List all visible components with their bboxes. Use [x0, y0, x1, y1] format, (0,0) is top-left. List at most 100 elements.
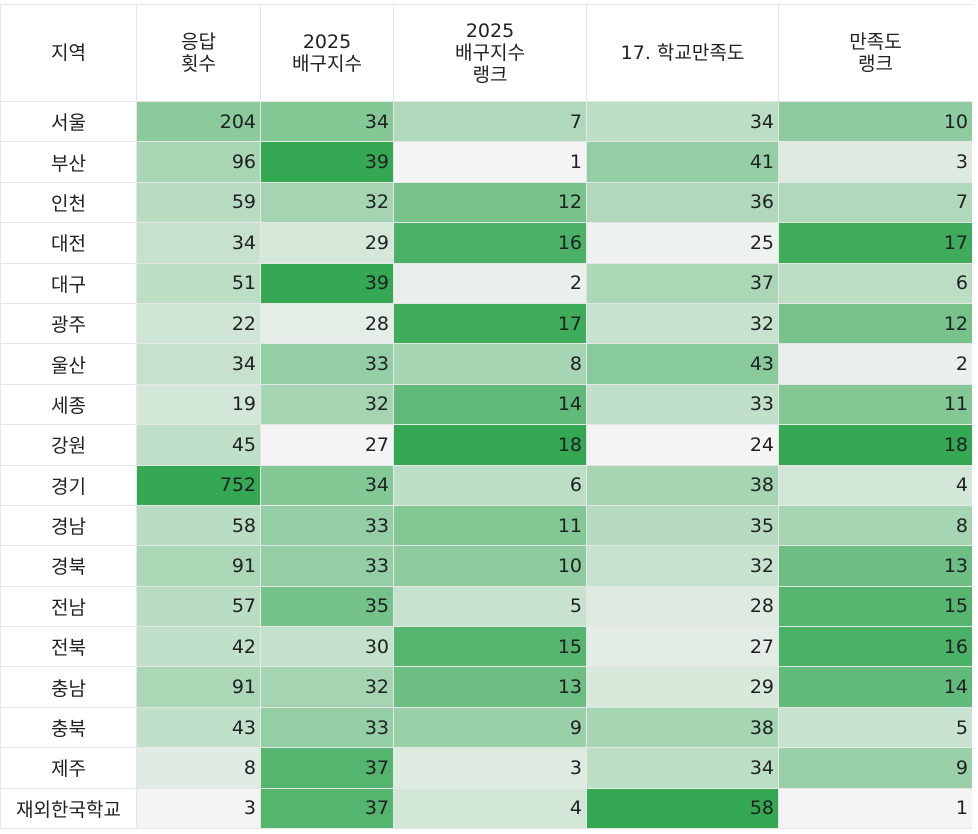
satisfaction-cell[interactable]: 36 [586, 181, 779, 224]
rank-2025-cell[interactable]: 3 [393, 747, 587, 789]
responses-cell[interactable]: 59 [136, 181, 261, 224]
index-2025-cell[interactable]: 37 [260, 787, 394, 830]
region-cell[interactable]: 충남 [0, 666, 137, 708]
responses-cell[interactable]: 3 [136, 787, 261, 830]
satisfaction-cell[interactable]: 33 [586, 383, 779, 426]
header-satisfaction[interactable]: 17. 학교만족도 [586, 4, 779, 102]
satisfaction-rank-cell[interactable]: 5 [778, 706, 973, 749]
satisfaction-rank-cell[interactable]: 12 [778, 302, 973, 345]
index-2025-cell[interactable]: 34 [260, 100, 394, 143]
index-2025-cell[interactable]: 33 [260, 504, 394, 547]
satisfaction-cell[interactable]: 32 [586, 545, 779, 587]
index-2025-cell[interactable]: 39 [260, 141, 394, 183]
rank-2025-cell[interactable]: 2 [393, 262, 587, 304]
region-cell[interactable]: 광주 [0, 302, 137, 345]
index-2025-cell[interactable]: 28 [260, 302, 394, 345]
satisfaction-rank-cell[interactable]: 16 [778, 626, 973, 668]
satisfaction-cell[interactable]: 24 [586, 424, 779, 466]
rank-2025-cell[interactable]: 15 [393, 626, 587, 668]
satisfaction-rank-cell[interactable]: 4 [778, 464, 973, 506]
responses-cell[interactable]: 58 [136, 504, 261, 547]
responses-cell[interactable]: 22 [136, 302, 261, 345]
region-cell[interactable]: 인천 [0, 181, 137, 224]
responses-cell[interactable]: 8 [136, 747, 261, 789]
region-cell[interactable]: 재외한국학교 [0, 787, 137, 830]
region-cell[interactable]: 강원 [0, 424, 137, 466]
satisfaction-cell[interactable]: 35 [586, 504, 779, 547]
responses-cell[interactable]: 43 [136, 706, 261, 749]
rank-2025-cell[interactable]: 8 [393, 343, 587, 385]
satisfaction-cell[interactable]: 28 [586, 585, 779, 628]
rank-2025-cell[interactable]: 18 [393, 424, 587, 466]
index-2025-cell[interactable]: 33 [260, 545, 394, 587]
region-cell[interactable]: 세종 [0, 383, 137, 426]
satisfaction-cell[interactable]: 38 [586, 464, 779, 506]
responses-cell[interactable]: 204 [136, 100, 261, 143]
satisfaction-rank-cell[interactable]: 2 [778, 343, 973, 385]
index-2025-cell[interactable]: 32 [260, 666, 394, 708]
index-2025-cell[interactable]: 33 [260, 343, 394, 385]
responses-cell[interactable]: 91 [136, 545, 261, 587]
satisfaction-rank-cell[interactable]: 10 [778, 100, 973, 143]
satisfaction-rank-cell[interactable]: 1 [778, 787, 973, 830]
satisfaction-cell[interactable]: 34 [586, 100, 779, 143]
index-2025-cell[interactable]: 33 [260, 706, 394, 749]
index-2025-cell[interactable]: 30 [260, 626, 394, 668]
header-responses[interactable]: 응답 횟수 [136, 4, 261, 102]
responses-cell[interactable]: 45 [136, 424, 261, 466]
responses-cell[interactable]: 57 [136, 585, 261, 628]
rank-2025-cell[interactable]: 12 [393, 181, 587, 224]
satisfaction-cell[interactable]: 41 [586, 141, 779, 183]
index-2025-cell[interactable]: 29 [260, 222, 394, 264]
responses-cell[interactable]: 752 [136, 464, 261, 506]
rank-2025-cell[interactable]: 13 [393, 666, 587, 708]
satisfaction-rank-cell[interactable]: 7 [778, 181, 973, 224]
region-cell[interactable]: 제주 [0, 747, 137, 789]
satisfaction-cell[interactable]: 34 [586, 747, 779, 789]
rank-2025-cell[interactable]: 6 [393, 464, 587, 506]
satisfaction-cell[interactable]: 29 [586, 666, 779, 708]
region-cell[interactable]: 울산 [0, 343, 137, 385]
responses-cell[interactable]: 34 [136, 222, 261, 264]
index-2025-cell[interactable]: 32 [260, 181, 394, 224]
header-rank-2025[interactable]: 2025 배구지수 랭크 [393, 4, 587, 102]
satisfaction-cell[interactable]: 32 [586, 302, 779, 345]
satisfaction-rank-cell[interactable]: 18 [778, 424, 973, 466]
satisfaction-rank-cell[interactable]: 13 [778, 545, 973, 587]
header-region[interactable]: 지역 [0, 4, 137, 102]
rank-2025-cell[interactable]: 4 [393, 787, 587, 830]
region-cell[interactable]: 부산 [0, 141, 137, 183]
responses-cell[interactable]: 96 [136, 141, 261, 183]
header-index-2025[interactable]: 2025 배구지수 [260, 4, 394, 102]
rank-2025-cell[interactable]: 5 [393, 585, 587, 628]
region-cell[interactable]: 충북 [0, 706, 137, 749]
satisfaction-rank-cell[interactable]: 17 [778, 222, 973, 264]
satisfaction-rank-cell[interactable]: 6 [778, 262, 973, 304]
region-cell[interactable]: 대구 [0, 262, 137, 304]
index-2025-cell[interactable]: 27 [260, 424, 394, 466]
satisfaction-rank-cell[interactable]: 11 [778, 383, 973, 426]
responses-cell[interactable]: 42 [136, 626, 261, 668]
satisfaction-cell[interactable]: 38 [586, 706, 779, 749]
responses-cell[interactable]: 51 [136, 262, 261, 304]
index-2025-cell[interactable]: 35 [260, 585, 394, 628]
satisfaction-rank-cell[interactable]: 8 [778, 504, 973, 547]
satisfaction-rank-cell[interactable]: 15 [778, 585, 973, 628]
region-cell[interactable]: 서울 [0, 100, 137, 143]
region-cell[interactable]: 대전 [0, 222, 137, 264]
rank-2025-cell[interactable]: 11 [393, 504, 587, 547]
satisfaction-rank-cell[interactable]: 9 [778, 747, 973, 789]
rank-2025-cell[interactable]: 1 [393, 141, 587, 183]
region-cell[interactable]: 전남 [0, 585, 137, 628]
responses-cell[interactable]: 91 [136, 666, 261, 708]
rank-2025-cell[interactable]: 9 [393, 706, 587, 749]
satisfaction-cell[interactable]: 37 [586, 262, 779, 304]
satisfaction-rank-cell[interactable]: 14 [778, 666, 973, 708]
responses-cell[interactable]: 34 [136, 343, 261, 385]
rank-2025-cell[interactable]: 17 [393, 302, 587, 345]
index-2025-cell[interactable]: 37 [260, 747, 394, 789]
rank-2025-cell[interactable]: 10 [393, 545, 587, 587]
header-satisfaction-rank[interactable]: 만족도 랭크 [778, 4, 973, 102]
satisfaction-rank-cell[interactable]: 3 [778, 141, 973, 183]
satisfaction-cell[interactable]: 27 [586, 626, 779, 668]
